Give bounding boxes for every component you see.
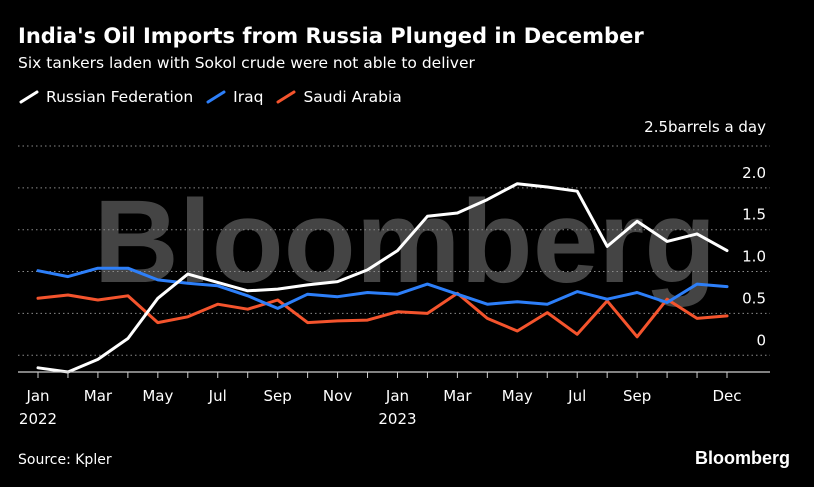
y-tick-label: 2.0: [742, 164, 766, 182]
x-tick-label: May: [142, 387, 173, 405]
series-line-russian-federation: [36, 182, 729, 374]
x-tick-label: May: [502, 387, 533, 405]
x-tick-label: Jan: [385, 387, 409, 405]
y-tick-label: 1.0: [742, 248, 766, 266]
x-tick-label: Jan: [25, 387, 49, 405]
axes: 2.5barrels a day 0 0.5 1.0 1.5 2.0 Jan 2022 Mar M…: [18, 118, 770, 428]
x-tick-label: Jul: [208, 387, 227, 405]
x-tick-label: Sep: [264, 387, 292, 405]
y-tick-label: 1.5: [742, 206, 766, 224]
x-tick-label-year: 2022: [19, 410, 57, 428]
y-tick-label: 0: [756, 331, 766, 349]
x-tick-label: Mar: [84, 387, 113, 405]
source-note: Source: Kpler: [18, 452, 112, 468]
chart-subtitle: Six tankers laden with Sokol crude were …: [18, 54, 475, 72]
legend-label-iraq: Iraq: [233, 88, 264, 106]
legend-swatch-russian-federation: [19, 90, 39, 104]
legend-swatch-iraq: [206, 90, 226, 104]
bloomberg-logo: Bloomberg: [694, 448, 790, 468]
chart-legend: Russian Federation Iraq Saudi Arabia: [18, 88, 414, 106]
x-tick-label: Jul: [567, 387, 586, 405]
x-tick-label-year: 2023: [378, 410, 416, 428]
legend-swatch-saudi-arabia: [276, 90, 296, 104]
x-tick-label: Dec: [712, 387, 741, 405]
x-tick-label: Nov: [323, 387, 352, 405]
legend-label-russian-federation: Russian Federation: [46, 88, 194, 106]
series-line-saudi-arabia: [36, 291, 729, 339]
legend-label-saudi-arabia: Saudi Arabia: [303, 88, 402, 106]
series-line-iraq: [36, 266, 729, 310]
gridlines: [18, 145, 770, 356]
y-axis-unit-label: 2.5barrels a day: [644, 118, 766, 136]
x-tick-label: Mar: [443, 387, 472, 405]
legend-item-saudi-arabia: Saudi Arabia: [275, 88, 402, 106]
chart-title: India's Oil Imports from Russia Plunged …: [18, 24, 644, 48]
series-lines: [36, 182, 729, 374]
y-tick-label: 0.5: [742, 289, 766, 307]
x-tick-label: Sep: [623, 387, 651, 405]
legend-item-russian-federation: Russian Federation: [18, 88, 193, 106]
legend-item-iraq: Iraq: [205, 88, 263, 106]
